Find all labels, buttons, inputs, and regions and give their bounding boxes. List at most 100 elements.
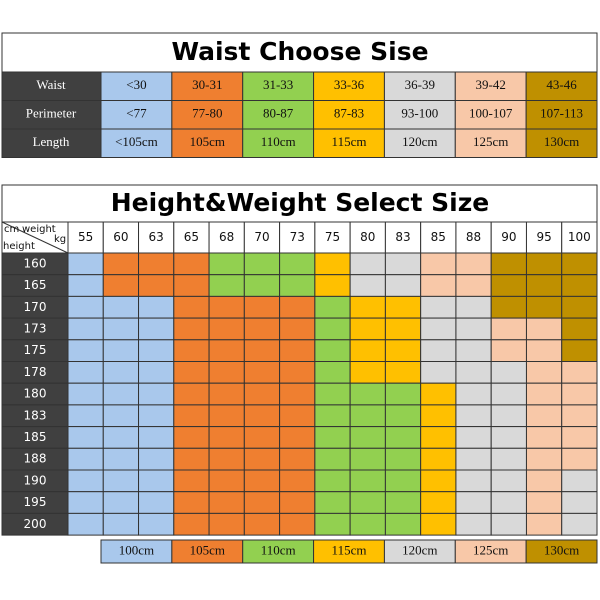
size-grid-cell	[525, 447, 563, 471]
size-grid-cell	[138, 382, 175, 406]
size-value: 130cm	[544, 134, 579, 149]
size-grid-cell	[455, 317, 492, 341]
corner-text: cm	[4, 224, 19, 235]
weight-header-cell	[208, 221, 245, 254]
corner-text: weight	[22, 224, 56, 235]
size-cell	[454, 128, 527, 158]
size-grid-cell	[279, 447, 316, 471]
size-grid-cell	[525, 512, 563, 536]
size-grid-cell	[561, 469, 598, 493]
size-value: 39-42	[476, 77, 506, 92]
size-grid-cell	[173, 361, 210, 384]
size-grid-cell	[102, 361, 140, 384]
size-grid-cell	[279, 426, 316, 449]
height-label: 190	[24, 473, 47, 487]
size-grid-cell	[67, 404, 104, 428]
size-grid-cell	[138, 361, 175, 384]
size-grid-cell	[349, 382, 386, 406]
size-grid-cell	[314, 295, 351, 319]
weight-header: 65	[184, 230, 199, 244]
corner-text: kg	[54, 234, 66, 245]
height-label: 165	[24, 278, 47, 292]
title-box	[1, 32, 598, 73]
size-cell	[525, 100, 598, 130]
size-grid-cell	[173, 252, 210, 276]
size-grid-cell	[525, 382, 563, 406]
size-grid-cell	[490, 339, 527, 362]
size-grid-cell	[420, 361, 457, 384]
size-value: 115cm	[332, 134, 367, 149]
size-grid-cell	[173, 491, 210, 514]
size-grid-cell	[349, 295, 386, 319]
size-grid-cell	[102, 426, 140, 449]
size-grid-cell	[208, 404, 245, 428]
size-grid-cell	[455, 447, 492, 471]
size-grid-cell	[67, 426, 104, 449]
size-grid-cell	[384, 339, 422, 362]
size-grid-cell	[279, 339, 316, 362]
size-cell	[525, 71, 598, 101]
weight-header: 88	[466, 230, 481, 244]
size-grid-cell	[279, 404, 316, 428]
size-grid-cell	[490, 512, 527, 536]
size-grid-cell	[243, 317, 281, 341]
size-grid-cell	[420, 295, 457, 319]
size-grid-cell	[349, 512, 386, 536]
size-grid-cell	[455, 382, 492, 406]
size-cell	[100, 128, 173, 158]
size-grid-cell	[243, 382, 281, 406]
weight-header-cell	[67, 221, 104, 254]
size-grid-cell	[279, 382, 316, 406]
size-grid-cell	[349, 404, 386, 428]
weight-header-cell	[349, 221, 386, 254]
size-grid-cell	[173, 382, 210, 406]
size-value: 120cm	[402, 134, 437, 149]
size-cell	[171, 128, 244, 158]
size-grid-cell	[314, 339, 351, 362]
size-grid-cell	[102, 404, 140, 428]
corner-text: height	[3, 241, 35, 252]
size-grid-cell	[138, 469, 175, 493]
size-grid-cell	[173, 339, 210, 362]
size-grid-cell	[314, 361, 351, 384]
title-box	[1, 184, 598, 223]
size-cell	[383, 100, 456, 130]
size-grid-cell	[525, 469, 563, 493]
size-grid-cell	[455, 295, 492, 319]
size-cell	[242, 100, 315, 130]
size-grid-cell	[314, 491, 351, 514]
size-grid-cell	[561, 317, 598, 341]
size-grid-cell	[314, 426, 351, 449]
size-grid-cell	[173, 469, 210, 493]
size-grid-cell	[561, 274, 598, 297]
size-grid-cell	[384, 274, 422, 297]
size-grid-cell	[208, 274, 245, 297]
size-cell	[525, 128, 598, 158]
size-title: Height&Weight Select Size	[111, 188, 490, 217]
size-grid-cell	[243, 447, 281, 471]
size-grid-cell	[561, 404, 598, 428]
size-grid-cell	[314, 317, 351, 341]
size-grid-cell	[490, 252, 527, 276]
height-label: 188	[24, 452, 47, 466]
size-grid-cell	[67, 361, 104, 384]
legend-label: 105cm	[190, 542, 225, 557]
size-grid-cell	[208, 252, 245, 276]
size-cell	[454, 100, 527, 130]
size-grid-cell	[525, 274, 563, 297]
size-grid-cell	[455, 512, 492, 536]
size-grid-cell	[67, 382, 104, 406]
size-grid-cell	[67, 295, 104, 319]
height-label: 173	[24, 321, 47, 335]
size-grid-cell	[314, 382, 351, 406]
size-grid-cell	[349, 361, 386, 384]
size-grid-cell	[525, 404, 563, 428]
size-value: 36-39	[405, 77, 435, 92]
legend-label: 125cm	[473, 542, 508, 557]
size-grid-cell	[349, 274, 386, 297]
size-cell	[242, 71, 315, 101]
size-grid-cell	[420, 382, 457, 406]
size-value: 80-87	[263, 106, 294, 121]
size-grid-cell	[243, 404, 281, 428]
